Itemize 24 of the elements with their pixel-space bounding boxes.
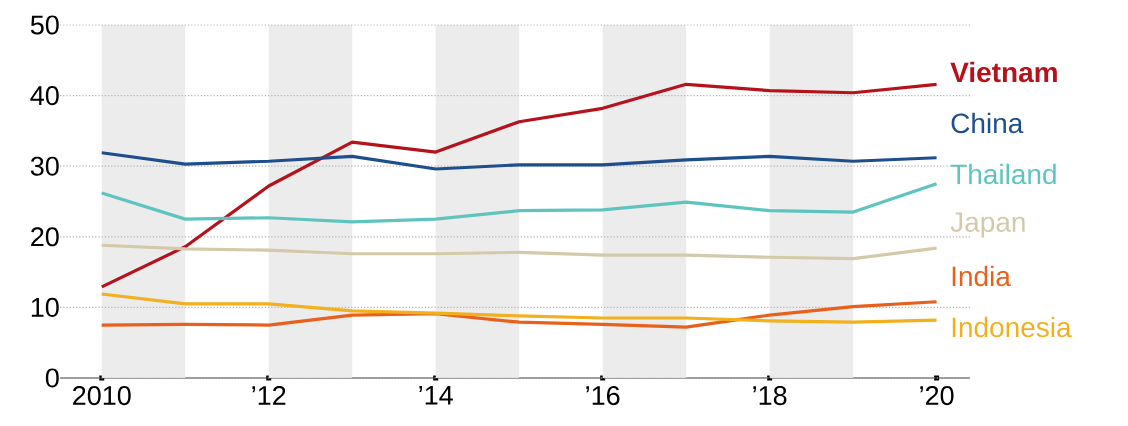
series-label: Vietnam: [950, 61, 1057, 83]
line-series: [100, 182, 939, 224]
series-label: India: [952, 265, 1011, 287]
line-series: [100, 300, 939, 329]
series-label: China: [951, 112, 1024, 134]
x-tick-label: ’16: [586, 386, 620, 406]
x-tick-label: ’20: [920, 386, 954, 406]
series-label: Japan: [950, 212, 1025, 238]
series-label: Thailand: [950, 163, 1056, 185]
series-label: Indonesia: [952, 316, 1072, 338]
y-tick-label: 40: [30, 86, 59, 106]
y-tick-label: 50: [30, 15, 59, 35]
x-tick-label: 2010: [73, 386, 131, 406]
line-series: [100, 151, 939, 171]
y-tick-label: 10: [31, 297, 59, 317]
y-tick-label: 20: [31, 227, 59, 247]
y-tick-label: 30: [30, 156, 59, 176]
line-series: [100, 82, 939, 289]
y-tick-label: 0: [45, 368, 59, 388]
line-series: [100, 243, 939, 261]
x-tick-label: ’14: [419, 386, 453, 405]
x-tick-label: ’18: [753, 386, 787, 406]
x-tick-label: ’12: [252, 386, 286, 405]
line-series: [100, 292, 939, 324]
